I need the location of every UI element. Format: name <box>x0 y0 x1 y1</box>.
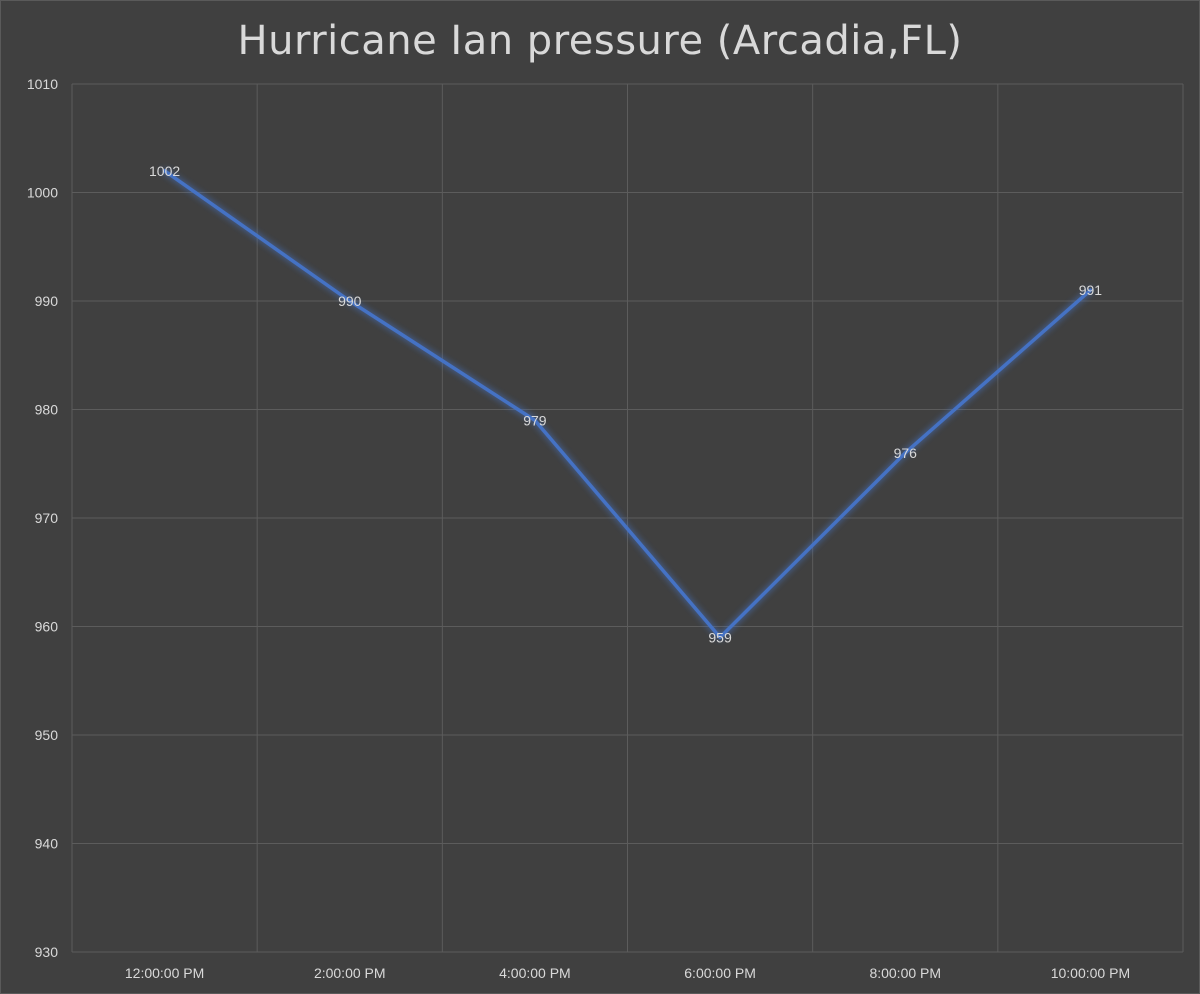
data-label: 990 <box>338 293 362 309</box>
data-label: 991 <box>1079 282 1103 298</box>
x-tick-label: 12:00:00 PM <box>125 965 204 981</box>
y-tick-label: 1000 <box>27 185 58 201</box>
data-label: 979 <box>523 412 547 428</box>
y-tick-label: 980 <box>35 402 59 418</box>
series-line <box>162 169 1093 640</box>
x-tick-label: 4:00:00 PM <box>499 965 571 981</box>
y-tick-label: 930 <box>35 944 59 960</box>
x-tick-label: 8:00:00 PM <box>869 965 941 981</box>
y-tick-label: 1010 <box>27 76 58 92</box>
y-tick-label: 960 <box>35 619 59 635</box>
x-tick-label: 6:00:00 PM <box>684 965 756 981</box>
data-label: 976 <box>894 445 918 461</box>
y-tick-label: 970 <box>35 510 59 526</box>
data-label: 959 <box>708 629 732 645</box>
y-tick-label: 990 <box>35 293 59 309</box>
data-label: 1002 <box>149 163 180 179</box>
y-tick-label: 950 <box>35 727 59 743</box>
chart-title: Hurricane Ian pressure (Arcadia,FL) <box>237 18 963 64</box>
x-tick-label: 2:00:00 PM <box>314 965 386 981</box>
y-tick-label: 940 <box>35 836 59 852</box>
x-tick-label: 10:00:00 PM <box>1051 965 1130 981</box>
